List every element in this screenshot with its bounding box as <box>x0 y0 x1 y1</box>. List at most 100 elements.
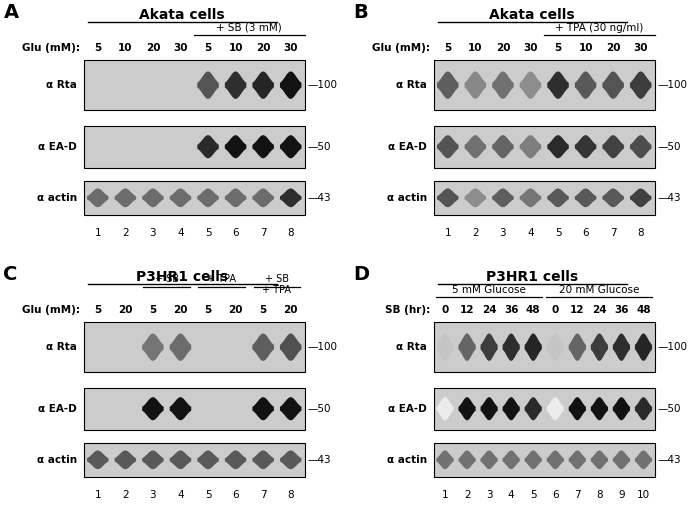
Polygon shape <box>492 135 514 158</box>
Text: 48: 48 <box>526 305 540 315</box>
Text: 3: 3 <box>500 228 506 238</box>
Text: 9: 9 <box>618 490 624 500</box>
Text: 30: 30 <box>634 43 648 53</box>
Text: 10: 10 <box>468 43 482 53</box>
Polygon shape <box>197 189 219 207</box>
Text: 30: 30 <box>523 43 538 53</box>
Polygon shape <box>547 71 569 99</box>
Polygon shape <box>519 189 541 207</box>
Text: 3: 3 <box>486 490 492 500</box>
Text: 3: 3 <box>150 228 156 238</box>
Text: Akata cells: Akata cells <box>139 8 225 22</box>
Polygon shape <box>142 333 164 361</box>
Polygon shape <box>591 333 608 361</box>
Text: + SB: + SB <box>155 274 178 284</box>
Polygon shape <box>503 451 520 469</box>
Polygon shape <box>635 451 652 469</box>
Text: 3: 3 <box>150 490 156 500</box>
Text: α actin: α actin <box>387 455 427 465</box>
Text: α EA-D: α EA-D <box>38 141 77 152</box>
Polygon shape <box>280 71 302 99</box>
Text: + TPA: + TPA <box>262 285 291 294</box>
Text: 30: 30 <box>284 43 298 53</box>
Polygon shape <box>280 451 302 469</box>
Polygon shape <box>568 397 586 420</box>
Polygon shape <box>630 135 652 158</box>
Text: α EA-D: α EA-D <box>389 141 427 152</box>
Text: —50: —50 <box>308 141 332 152</box>
Polygon shape <box>115 189 136 207</box>
Text: 2: 2 <box>464 490 470 500</box>
Text: 20: 20 <box>256 43 270 53</box>
Polygon shape <box>591 451 608 469</box>
Text: α Rta: α Rta <box>396 80 427 90</box>
Text: 10: 10 <box>118 43 132 53</box>
Polygon shape <box>630 71 652 99</box>
Text: α Rta: α Rta <box>46 342 77 352</box>
Text: 20: 20 <box>228 305 243 315</box>
Text: 6: 6 <box>582 228 589 238</box>
Polygon shape <box>503 333 520 361</box>
Text: —100: —100 <box>308 80 338 90</box>
Text: D: D <box>354 265 370 283</box>
Polygon shape <box>436 333 454 361</box>
Polygon shape <box>169 451 191 469</box>
Text: + SB (3 mM): + SB (3 mM) <box>216 23 282 32</box>
Text: 20: 20 <box>146 43 160 53</box>
Polygon shape <box>437 135 459 158</box>
FancyBboxPatch shape <box>434 322 654 372</box>
Polygon shape <box>436 397 454 420</box>
Text: 4: 4 <box>177 228 184 238</box>
Polygon shape <box>87 451 108 469</box>
Polygon shape <box>603 189 624 207</box>
Text: α actin: α actin <box>387 193 427 203</box>
Text: P3HR1 cells: P3HR1 cells <box>486 270 578 284</box>
FancyBboxPatch shape <box>434 181 654 215</box>
Text: 1: 1 <box>94 490 101 500</box>
Text: 10: 10 <box>637 490 650 500</box>
Text: 5: 5 <box>444 43 452 53</box>
Polygon shape <box>280 397 302 420</box>
Text: 6: 6 <box>232 228 239 238</box>
Text: 12: 12 <box>460 305 475 315</box>
Polygon shape <box>458 333 476 361</box>
Polygon shape <box>280 135 302 158</box>
Polygon shape <box>575 135 596 158</box>
Polygon shape <box>142 451 164 469</box>
Text: α Rta: α Rta <box>46 80 77 90</box>
Text: 5: 5 <box>554 43 561 53</box>
FancyBboxPatch shape <box>84 322 304 372</box>
Text: 5: 5 <box>149 305 157 315</box>
Polygon shape <box>465 71 486 99</box>
Text: —50: —50 <box>658 403 682 414</box>
Text: —100: —100 <box>308 342 338 352</box>
Polygon shape <box>503 397 520 420</box>
Polygon shape <box>635 397 652 420</box>
Polygon shape <box>603 135 624 158</box>
Text: 20: 20 <box>118 305 132 315</box>
Text: 20 mM Glucose: 20 mM Glucose <box>559 285 640 294</box>
Polygon shape <box>519 71 541 99</box>
Text: 5: 5 <box>554 228 561 238</box>
Text: 20: 20 <box>496 43 510 53</box>
Polygon shape <box>225 71 246 99</box>
Text: α actin: α actin <box>37 455 77 465</box>
Polygon shape <box>568 333 586 361</box>
Text: 5: 5 <box>204 43 211 53</box>
Text: —100: —100 <box>658 342 688 352</box>
FancyBboxPatch shape <box>84 443 304 477</box>
Polygon shape <box>547 189 569 207</box>
Text: Glu (mM):: Glu (mM): <box>22 305 80 315</box>
Text: 8: 8 <box>596 490 603 500</box>
Text: 0: 0 <box>442 305 449 315</box>
Polygon shape <box>480 397 498 420</box>
Text: P3HR1 cells: P3HR1 cells <box>136 270 228 284</box>
Polygon shape <box>519 135 541 158</box>
Text: 2: 2 <box>472 228 479 238</box>
Text: + SB: + SB <box>265 274 289 284</box>
Polygon shape <box>524 451 542 469</box>
Text: —43: —43 <box>658 455 682 465</box>
Text: 1: 1 <box>442 490 448 500</box>
Polygon shape <box>142 397 164 420</box>
Text: 5: 5 <box>260 305 267 315</box>
